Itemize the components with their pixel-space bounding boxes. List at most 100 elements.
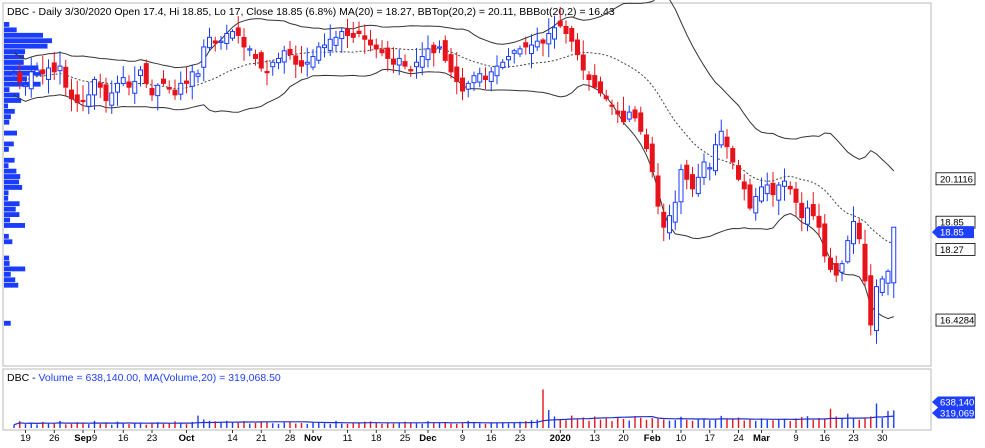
candle [856,218,862,244]
candle-body [736,165,741,180]
candle-body [874,286,879,332]
candle-body [339,31,345,40]
candle [189,64,195,100]
candle-body [149,87,155,96]
candle [304,47,310,77]
volume-profile-bar [4,114,11,120]
candle [810,192,816,220]
candle [11,67,17,77]
x-tick-label: 14 [227,433,238,443]
candle [161,70,166,86]
candle [724,129,730,159]
candle-body [724,136,730,148]
candle-body [442,40,448,61]
candle [598,76,603,97]
candle-body [684,164,690,180]
volume-profile-bar [4,157,15,163]
candle-body [264,71,270,74]
candle [483,67,488,90]
price-tag-box [935,172,976,186]
ma20-line [13,47,894,245]
candle-body [287,48,293,56]
x-tick-label: 10 [676,433,687,443]
candle-body [293,55,299,65]
candle-body [828,257,833,270]
candle-body [414,61,419,68]
candle [34,62,40,77]
price-tag: 18.27 [935,243,976,256]
candle [661,203,667,242]
candle-body [816,215,822,228]
volume-tag: 319,069 [932,407,975,420]
x-tick-label: 26 [49,433,60,443]
candle-body [529,44,534,55]
price-tag-label: 18.85 [940,218,964,229]
candle [465,80,471,98]
candle-body [477,73,483,83]
candle-body [46,67,51,80]
candle [86,81,92,115]
candle [506,48,511,68]
candle [575,33,580,61]
candle [350,22,356,43]
candle [195,69,201,83]
x-tick-label: 20 [618,433,629,443]
candle [471,71,477,92]
candle-body [178,82,184,95]
candle [316,42,322,64]
candle [529,34,534,69]
candle-body [115,82,120,93]
volume-profile-bar [4,223,26,228]
candle-body [103,84,109,102]
candle-body [161,78,166,84]
candle-body [281,50,287,63]
candle [373,38,379,59]
candle-body [431,44,437,54]
candle-body [69,89,74,100]
candle-body [224,33,230,44]
candle [586,71,592,91]
candle-body [862,243,868,282]
candle-body [552,27,557,40]
volume-profile [4,22,52,326]
candle-body [672,201,678,223]
candle-body [575,39,580,56]
x-axis: 19 26 Sep 9 16 23 Oct 14 21 28 Nov 11 18 25 Dec 9 16 23 20… [3,429,931,444]
candle [793,182,799,217]
candle [644,128,649,152]
candle [362,24,368,55]
candle [126,75,132,96]
candle-body [448,54,454,73]
candle [718,119,724,149]
x-tick-label: 19 [20,433,31,443]
candle-body [695,176,701,195]
x-tick-label: Oct [179,433,196,443]
candle [787,181,793,195]
candle [707,162,713,181]
candle [713,133,718,176]
candle-body [465,82,471,90]
candle [488,67,494,92]
volume-profile-bar [4,76,27,82]
candle [264,59,270,86]
candle-body [540,39,546,44]
candle-body [764,184,770,195]
volume-profile-bar [4,163,9,169]
volume-profile-bar [4,261,10,266]
candle [241,28,247,61]
candle-body [856,222,862,240]
candle [603,89,609,102]
candle [276,52,281,70]
candle-body [810,204,816,217]
candle [891,226,897,299]
candle [678,164,684,215]
candle-body [92,79,97,96]
candle [845,235,851,264]
price-tag-marker [932,226,974,239]
volume-profile-bar [4,168,17,174]
candle-body [523,42,529,48]
candle [224,24,230,50]
candle-body [563,25,569,35]
